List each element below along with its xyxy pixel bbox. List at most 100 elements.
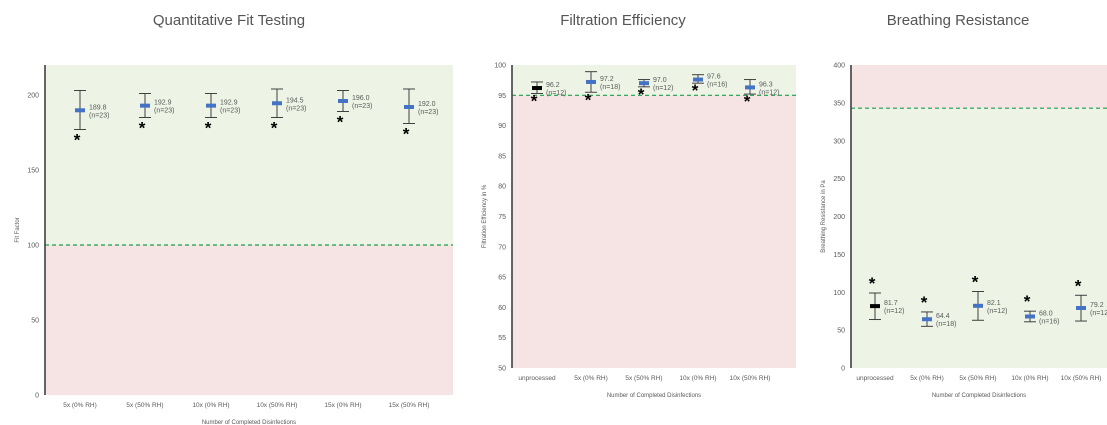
significance-marker: * <box>744 92 751 111</box>
data-point-marker <box>338 99 348 103</box>
x-axis-label: Number of Completed Disinfections <box>607 393 701 399</box>
y-axis-label: Filtration Efficiency in % <box>482 184 488 248</box>
y-tick-label: 150 <box>833 252 845 259</box>
x-tick-label: 5x (0% RH) <box>574 375 608 382</box>
x-tick-label: 10x (50% RH) <box>257 402 298 409</box>
fail-zone <box>851 65 1107 109</box>
x-axis-label: Number of Completed Disinfections <box>202 420 296 425</box>
data-point-marker <box>693 77 703 82</box>
y-tick-label: 400 <box>833 63 845 70</box>
data-point-marker <box>206 103 216 108</box>
data-value-label: 97.0 <box>653 77 667 84</box>
sample-size-label: (n=12) <box>884 308 904 315</box>
x-tick-label: 15x (0% RH) <box>324 402 361 409</box>
data-point-marker <box>973 303 983 308</box>
y-tick-label: 95 <box>498 93 506 100</box>
data-value-label: 68.0 <box>1039 310 1053 317</box>
pass-zone <box>851 108 1107 369</box>
x-tick-label: unprocessed <box>856 375 894 382</box>
data-point-marker <box>639 81 649 86</box>
chart-title: Filtration Efficiency <box>560 12 686 29</box>
significance-marker: * <box>585 90 592 109</box>
x-tick-label: 10x (50% RH) <box>730 375 771 382</box>
x-tick-label: 10x (0% RH) <box>1011 375 1048 382</box>
pass-zone <box>512 65 796 96</box>
significance-marker: * <box>205 119 212 138</box>
x-tick-label: 10x (0% RH) <box>679 375 716 382</box>
sample-size-label: (n=23) <box>352 103 372 110</box>
sample-size-label: (n=23) <box>286 105 306 112</box>
y-tick-label: 300 <box>833 138 845 145</box>
data-value-label: 81.7 <box>884 300 898 307</box>
chart-panel-2: 50 55 60 65 70 75 80 85 90 95 100 Filtration Effici… <box>482 12 796 399</box>
data-point-marker <box>922 317 932 322</box>
y-tick-label: 250 <box>833 176 845 183</box>
sample-size-label: (n=12) <box>987 308 1007 315</box>
y-tick-label: 100 <box>833 290 845 297</box>
significance-marker: * <box>403 125 410 144</box>
y-tick-label: 150 <box>27 168 39 175</box>
data-point-marker <box>532 86 542 91</box>
data-value-label: 79.2 <box>1090 302 1104 309</box>
fail-zone <box>512 95 796 369</box>
data-value-label: 189.8 <box>89 104 107 111</box>
chart-title: Breathing Resistance <box>887 12 1030 29</box>
x-axis-label: Number of Completed Disinfections <box>932 393 1026 399</box>
data-point-marker <box>1076 306 1086 311</box>
significance-marker: * <box>921 293 928 312</box>
y-tick-label: 65 <box>498 275 506 282</box>
chart-title: Quantitative Fit Testing <box>153 12 305 29</box>
sample-size-label: (n=12) <box>759 89 779 96</box>
significance-marker: * <box>337 113 344 132</box>
x-tick-label: 5x (0% RH) <box>63 402 97 409</box>
sample-size-label: (n=23) <box>89 112 109 119</box>
chart-panel-1: 0 50 100 150 200 Quantitative Fit Testing Fit … <box>15 12 453 425</box>
significance-marker: * <box>1075 276 1082 295</box>
y-tick-label: 80 <box>498 184 506 191</box>
data-value-label: 192.0 <box>418 101 436 108</box>
data-point-marker <box>75 108 85 113</box>
data-value-label: 97.2 <box>600 76 614 83</box>
y-tick-label: 90 <box>498 123 506 130</box>
y-tick-label: 200 <box>27 93 39 100</box>
x-tick-label: 15x (50% RH) <box>389 402 430 409</box>
sample-size-label: (n=18) <box>936 321 956 328</box>
x-tick-label: 10x (50% RH) <box>1061 375 1102 382</box>
y-tick-label: 50 <box>498 366 506 373</box>
chart-panel-3: 0 50 100 150 200 250 300 350 400 Breathing Resist… <box>821 12 1107 399</box>
data-point-marker <box>1025 314 1035 319</box>
data-value-label: 96.3 <box>759 81 773 88</box>
significance-marker: * <box>972 272 979 291</box>
y-tick-label: 75 <box>498 214 506 221</box>
data-value-label: 97.6 <box>707 74 721 81</box>
y-tick-label: 60 <box>498 305 506 312</box>
x-tick-label: 5x (50% RH) <box>625 375 662 382</box>
x-tick-label: 5x (50% RH) <box>959 375 996 382</box>
significance-marker: * <box>638 85 645 104</box>
data-point-marker <box>404 105 414 109</box>
data-point-marker <box>745 85 755 90</box>
significance-marker: * <box>869 274 876 293</box>
data-point-marker <box>272 101 282 106</box>
data-value-label: 196.0 <box>352 95 370 102</box>
sample-size-label: (n=12) <box>546 90 566 97</box>
data-value-label: 82.1 <box>987 300 1001 307</box>
data-point-marker <box>586 79 596 84</box>
y-tick-label: 0 <box>35 393 39 400</box>
significance-marker: * <box>139 119 146 138</box>
data-point-marker <box>870 304 880 309</box>
data-value-label: 194.5 <box>286 97 304 104</box>
sample-size-label: (n=23) <box>220 108 240 115</box>
x-tick-label: 5x (50% RH) <box>126 402 163 409</box>
y-tick-label: 0 <box>841 366 845 373</box>
sample-size-label: (n=23) <box>418 109 438 116</box>
significance-marker: * <box>74 131 81 150</box>
sample-size-label: (n=18) <box>600 84 620 91</box>
y-tick-label: 55 <box>498 335 506 342</box>
data-value-label: 96.2 <box>546 82 560 89</box>
x-tick-label: 10x (0% RH) <box>192 402 229 409</box>
sample-size-label: (n=23) <box>154 108 174 115</box>
sample-size-label: (n=16) <box>707 82 727 89</box>
sample-size-label: (n=16) <box>1039 318 1059 325</box>
